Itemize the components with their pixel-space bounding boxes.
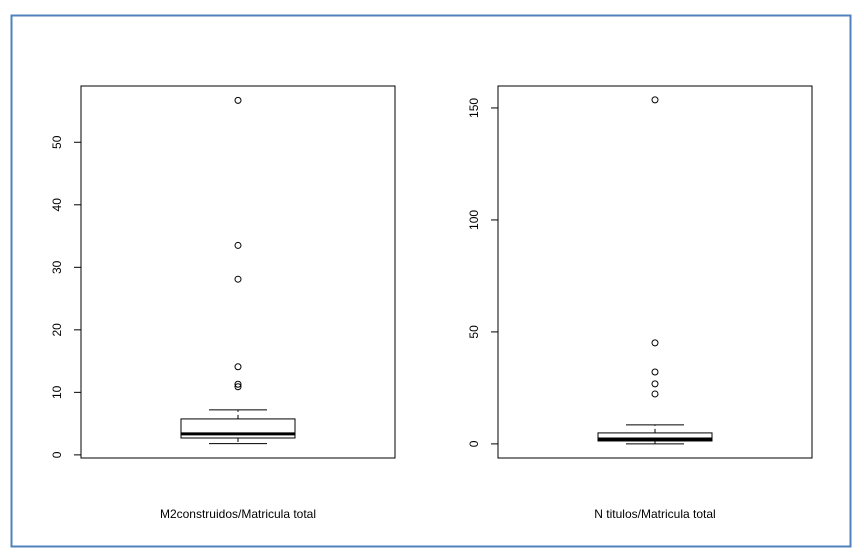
outlier [234,380,242,388]
outlier [234,96,242,104]
plot-frame [80,85,396,459]
outlier [234,275,242,283]
outlier [234,363,242,371]
x-axis-label: M2construidos/Matricula total [160,507,316,521]
outlier [234,241,242,249]
outlier [651,390,659,398]
outlier [651,339,659,347]
outlier [234,383,242,391]
plot-frame [497,85,813,459]
y-tick-label: 20 [50,323,64,337]
y-tick-label: 50 [467,325,481,339]
y-tick-label: 0 [467,440,481,447]
y-tick-label: 30 [50,260,64,274]
outlier [651,96,659,104]
y-tick-label: 100 [467,210,481,230]
frame [10,14,852,548]
y-tick-label: 150 [467,98,481,118]
x-axis-label: N titulos/Matricula total [594,507,715,521]
y-tick-label: 40 [50,198,64,212]
y-tick-label: 0 [50,451,64,458]
outlier [651,380,659,388]
y-tick-label: 50 [50,135,64,149]
y-tick-label: 10 [50,385,64,399]
outlier [651,368,659,376]
box [597,432,713,442]
